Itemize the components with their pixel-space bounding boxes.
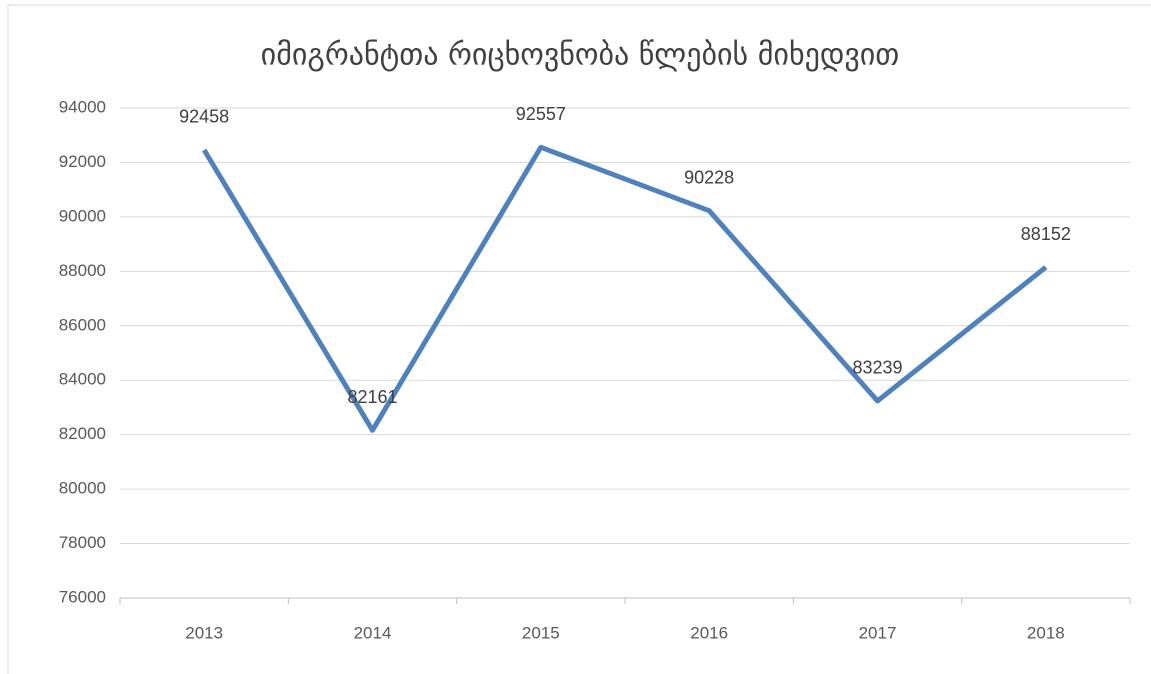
x-tick-label: 2017 — [859, 623, 897, 642]
y-tick-label: 80000 — [59, 479, 106, 498]
data-label: 92458 — [179, 107, 229, 127]
data-label: 83239 — [852, 358, 902, 378]
y-tick-label: 92000 — [59, 152, 106, 171]
y-tick-label: 82000 — [59, 424, 106, 443]
x-tick-label: 2016 — [690, 623, 728, 642]
data-label: 88152 — [1021, 224, 1071, 244]
y-tick-label: 94000 — [59, 97, 106, 116]
y-tick-label: 90000 — [59, 206, 106, 225]
chart-border — [7, 4, 1151, 674]
x-tick-label: 2015 — [522, 623, 560, 642]
data-label: 92557 — [516, 104, 566, 124]
y-tick-label: 88000 — [59, 261, 106, 280]
y-tick-label: 78000 — [59, 533, 106, 552]
y-tick-label: 86000 — [59, 315, 106, 334]
data-line — [202, 144, 1048, 433]
y-tick-label: 76000 — [59, 587, 106, 606]
x-tick-label: 2013 — [185, 623, 223, 642]
chart-title: იმიგრანტთა რიცხოვნობა წლების მიხედვით — [261, 38, 900, 73]
y-tick-label: 84000 — [59, 370, 106, 389]
x-tick-label: 2014 — [354, 623, 392, 642]
x-tick-label: 2018 — [1027, 623, 1065, 642]
data-label: 82161 — [347, 387, 397, 407]
data-label: 90228 — [684, 167, 734, 187]
